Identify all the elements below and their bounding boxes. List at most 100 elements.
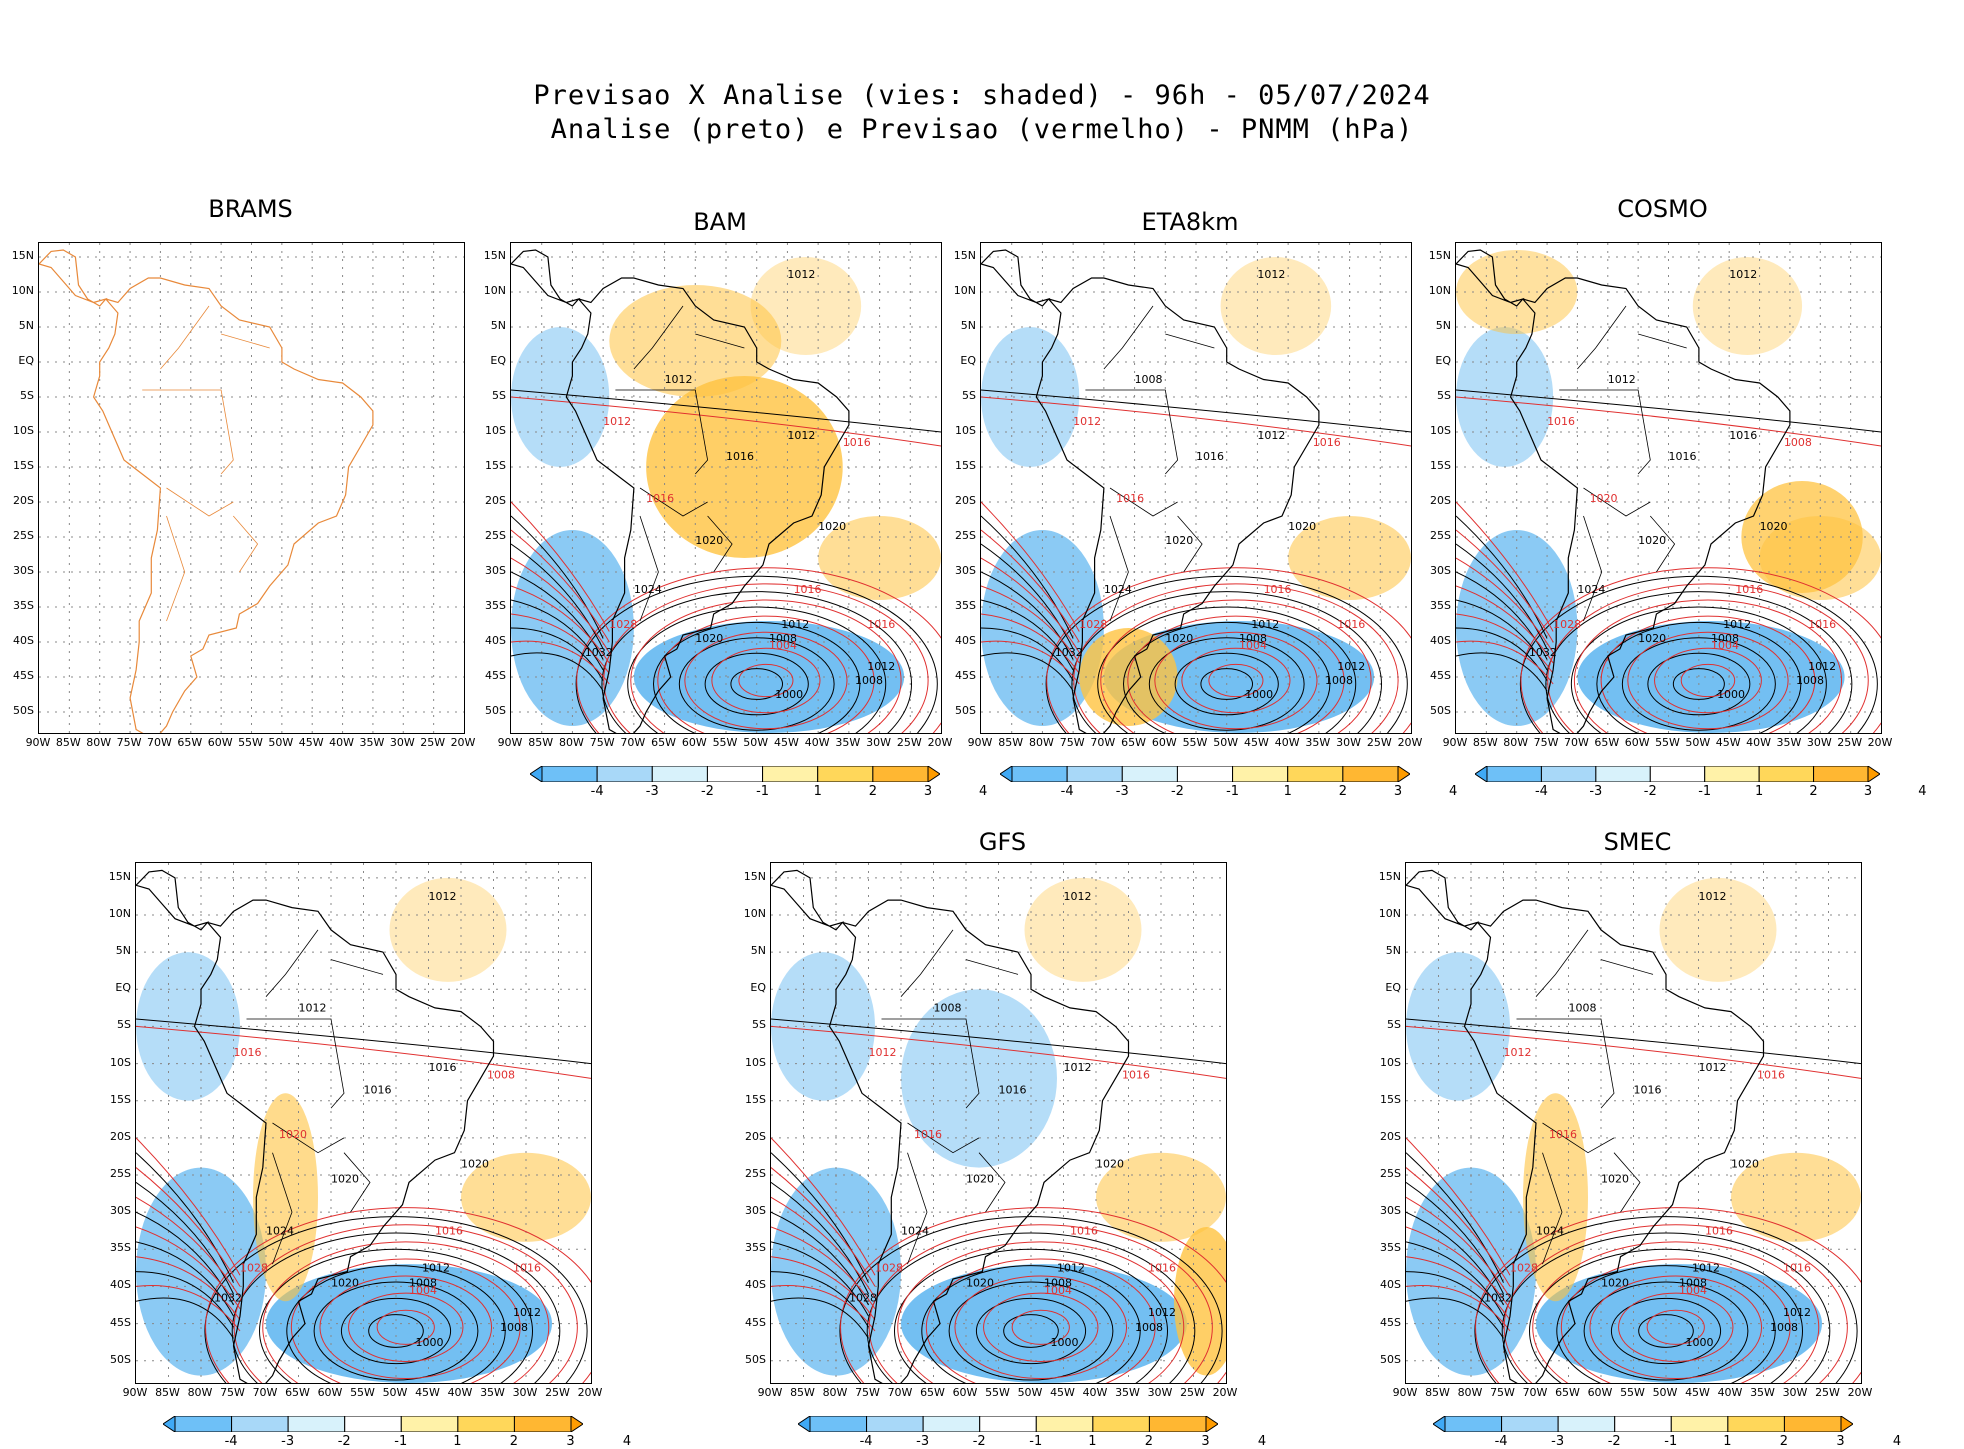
colorbar-segment — [817, 765, 874, 783]
lat-tick-label: 5N — [115, 944, 131, 958]
contour-label: 1012 — [299, 1002, 327, 1015]
lon-tick-label: 70W — [1563, 736, 1589, 749]
lat-tick-label: 50S — [1380, 1352, 1401, 1366]
bias-shading — [1523, 1093, 1588, 1302]
map-canvas — [39, 243, 464, 733]
lat-tick-label: 15N — [11, 249, 34, 262]
lat-tick-label: 5N — [960, 319, 976, 332]
lon-tick-label: 75W — [220, 1386, 245, 1399]
coastline — [1463, 899, 1765, 1383]
contour-label: 1016 — [435, 1224, 463, 1237]
colorbar-label: 3 — [1201, 1434, 1210, 1449]
lon-tick-label: 40W — [1746, 736, 1771, 749]
colorbar-segment — [1486, 765, 1542, 783]
lat-tick-label: 45S — [1430, 669, 1451, 682]
lat-tick-label: 45S — [745, 1315, 766, 1329]
map-panel5: 1008 1012 1012 1016 1016 1016 1020 1020 1020 1016… — [135, 862, 592, 1384]
lat-tick-label: 50S — [1430, 704, 1451, 717]
lon-tick-label: 85W — [998, 736, 1024, 749]
lon-tick-label: 20W — [927, 736, 953, 749]
lon-tick-label: 35W — [480, 1386, 505, 1399]
lon-tick-label: 80W — [1457, 1386, 1483, 1399]
contour-label: 1012 — [1257, 268, 1285, 281]
lat-tick-label: 20S — [1430, 494, 1451, 507]
lat-tick-label: 15N — [743, 869, 766, 883]
contour-label: 1028 — [875, 1262, 903, 1275]
colorbar-label: -2 — [700, 784, 714, 799]
contour-label: 1020 — [1165, 632, 1193, 645]
lat-tick-label: 10S — [110, 1055, 131, 1069]
lon-tick-label: 55W — [1655, 736, 1680, 749]
lon-tick-label: 55W — [985, 1386, 1010, 1399]
lon-tick-label: 30W — [866, 736, 891, 749]
contour-label: 1012 — [1257, 429, 1285, 442]
colorbar-label: 4 — [1257, 1434, 1267, 1449]
lon-tick-label: 80W — [1028, 736, 1054, 749]
coastline — [1509, 277, 1791, 733]
colorbar-label: 4 — [622, 1434, 632, 1449]
contour-label: 1028 — [609, 618, 637, 631]
contour-label: 1016 — [1634, 1083, 1662, 1096]
lat-tick-label: EQ — [115, 981, 131, 995]
lon-tick-label: 35W — [1115, 1386, 1140, 1399]
contour-label: 1004 — [769, 639, 797, 652]
colorbar-segment — [872, 765, 929, 783]
lon-tick-label: 75W — [1059, 736, 1085, 749]
figure-title: Previsao X Analise (vies: shaded) - 96h … — [533, 80, 1431, 111]
contour-label: 1016 — [1808, 618, 1836, 631]
lat-tick-label: 40S — [955, 634, 976, 647]
colorbar-label: 1 — [1283, 784, 1292, 799]
lon-tick-label: 55W — [238, 736, 263, 749]
colorbar-segment — [1557, 1415, 1615, 1433]
contour-label: 1020 — [1165, 534, 1193, 547]
panel-title: SMEC — [1603, 828, 1672, 856]
contour-label: 1032 — [1484, 1291, 1512, 1304]
contour-label: 1012 — [1504, 1046, 1532, 1059]
colorbar-label: -1 — [1664, 1434, 1678, 1449]
lon-tick-label: 40W — [1717, 1386, 1743, 1399]
contour-label: 1008 — [1135, 373, 1163, 386]
lat-tick-label: 20S — [13, 494, 34, 507]
lon-tick-label: 65W — [1555, 1386, 1580, 1399]
lat-tick-label: 5N — [490, 319, 506, 332]
panel-title: BRAMS — [208, 195, 293, 223]
contour-label: 1016 — [1313, 436, 1341, 449]
lat-tick-label: 10N — [1428, 284, 1451, 297]
lon-tick-label: 35W — [1305, 736, 1331, 749]
contour-label: 1004 — [1044, 1284, 1072, 1297]
lat-tick-label: 45S — [13, 669, 34, 682]
contour-label: 1008 — [500, 1321, 528, 1334]
lat-tick-label: 20S — [745, 1129, 766, 1143]
contour-label: 1004 — [409, 1284, 437, 1297]
contour-label: 1008 — [934, 1002, 962, 1015]
contour-label: 1020 — [695, 632, 723, 645]
bias-shading — [389, 877, 507, 982]
lat-tick-label: 35S — [1430, 599, 1451, 612]
contour-label: 1016 — [1196, 450, 1224, 463]
contour-label: 1008 — [1239, 632, 1267, 645]
colorbar-label: 1 — [1088, 1434, 1097, 1449]
lat-tick-label: 30S — [110, 1204, 131, 1218]
map-canvas: 1016101210081012101210161016102010201016… — [981, 243, 1411, 733]
lon-tick-label: 45W — [1050, 1386, 1075, 1399]
lat-tick-label: 25S — [485, 529, 506, 542]
colorbar-label: -4 — [1060, 784, 1074, 799]
lat-tick-label: 10S — [485, 424, 506, 437]
contour-label: 1012 — [1699, 890, 1727, 903]
lon-tick-label: 25W — [1837, 736, 1863, 749]
colorbar — [999, 765, 1411, 786]
lat-tick-label: 10N — [1378, 907, 1401, 920]
lon-tick-label: 45W — [1715, 736, 1741, 749]
contour-label: 1008 — [1325, 674, 1353, 687]
lon-tick-label: 75W — [116, 736, 142, 749]
lat-tick-label: 10S — [1380, 1055, 1401, 1069]
lon-tick-label: 30W — [1336, 736, 1361, 749]
lat-tick-label: 5N — [1435, 319, 1451, 332]
lon-tick-label: 65W — [651, 736, 676, 749]
bias-shading — [1692, 257, 1803, 355]
bias-shading — [253, 1093, 318, 1302]
contour-label: 1016 — [1070, 1224, 1098, 1237]
contour-label: 1008 — [855, 674, 883, 687]
lat-tick-label: 35S — [745, 1241, 766, 1255]
contour-label: 1028 — [1553, 618, 1581, 631]
